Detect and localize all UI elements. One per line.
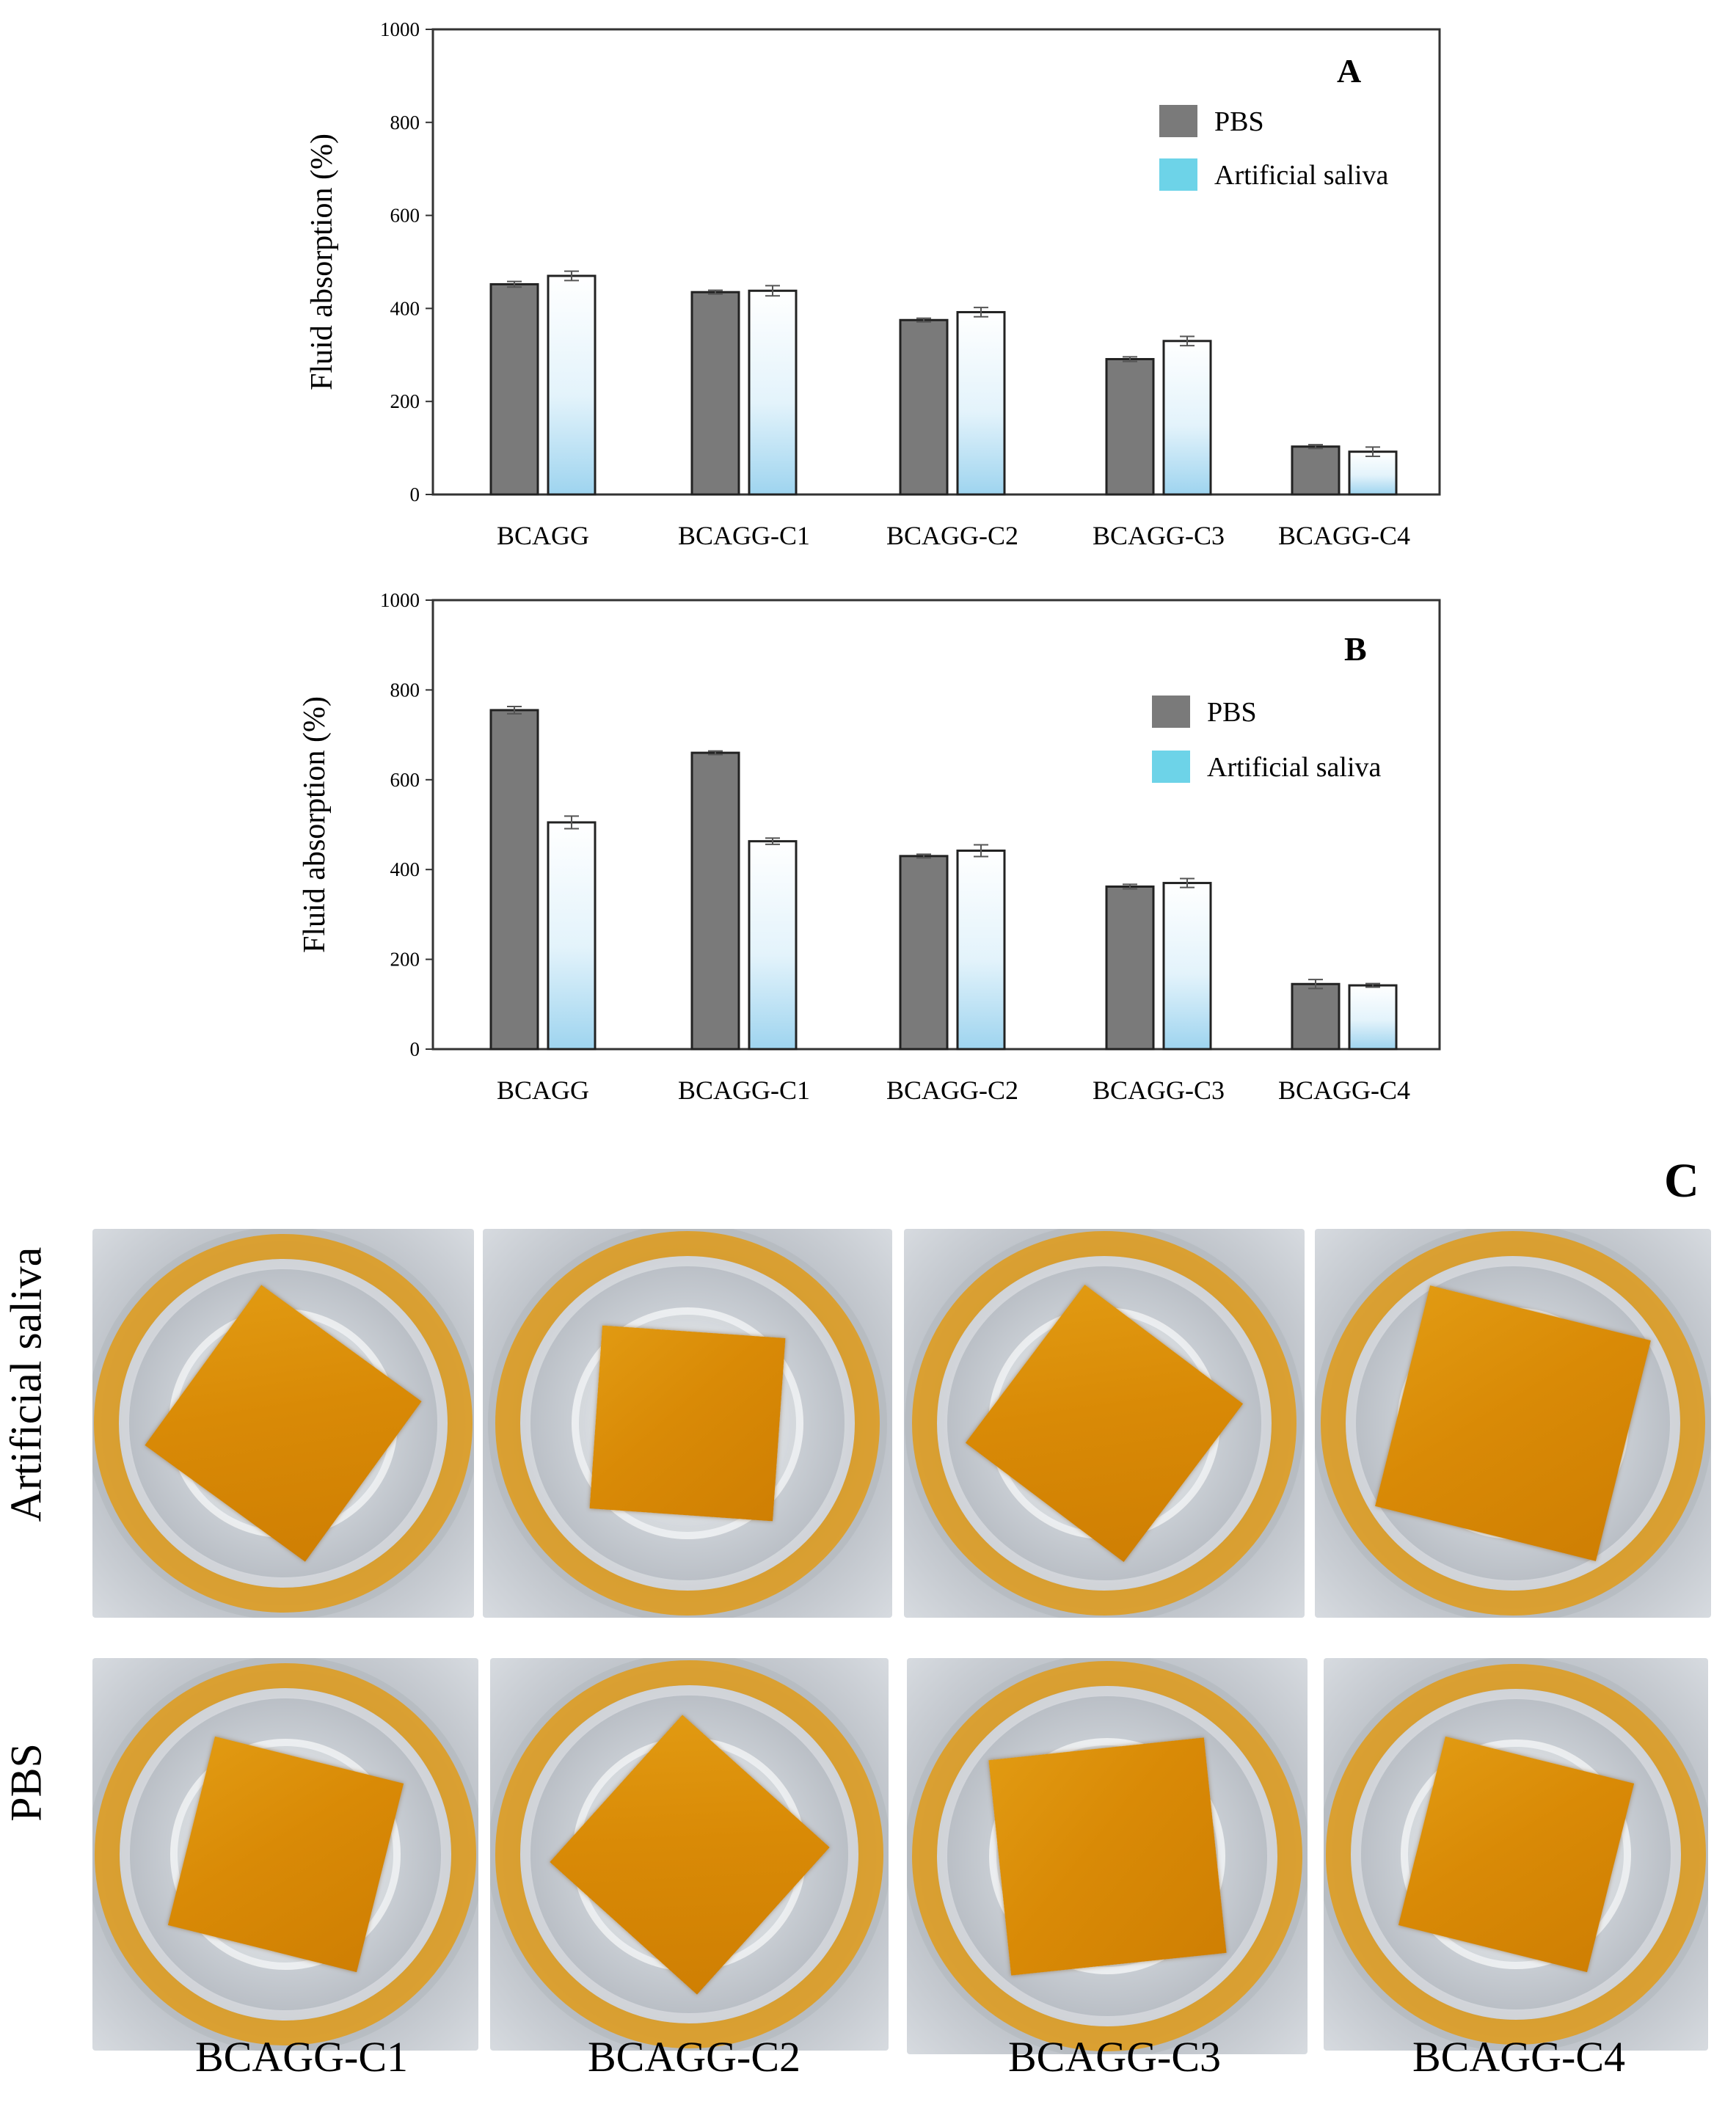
bar-pbs-bcagg-c2 [899,318,949,496]
y-tick-label: 1000 [380,589,420,611]
x-tick-label-bcagg-c1: BCAGG-C1 [678,1076,810,1105]
legend-swatch-artificial-saliva [1159,158,1197,191]
legend: PBS Artificial saliva [1159,105,1389,191]
y-tick-label: 800 [390,112,420,134]
hydrogel-sample [988,1737,1227,1976]
y-tick-label: 400 [390,858,420,880]
well-photo [92,1229,474,1618]
well-photo [490,1658,889,2051]
column-label-bcagg-c1: BCAGG-C1 [194,2033,409,2081]
charts-svg: 0 200 400 600 800 1000 Fluid absorption (%) A BC… [298,18,1441,1105]
bar-artificial-saliva-bcagg-c4 [1348,984,1398,1051]
well-photo [1315,1229,1711,1618]
panel-label: A [1337,52,1361,90]
bar-pbs-bcagg-c1 [690,751,740,1051]
chart-panel-a: 0 200 400 600 800 1000 Fluid absorption (%) A BC… [305,18,1441,550]
y-tick-label: 0 [410,1038,420,1060]
bar-pbs-bcagg-c4 [1291,445,1341,496]
y-tick-label: 600 [390,205,420,227]
bar-pbs-bcagg-c2 [899,855,949,1051]
panel-label: B [1344,630,1367,668]
bar-pbs-bcagg-c1 [690,291,740,496]
column-label-bcagg-c3: BCAGG-C3 [1007,2033,1222,2081]
panel-label-c: C [1664,1154,1699,1208]
legend-label-pbs: PBS [1214,106,1264,137]
column-label-bcagg-c4: BCAGG-C4 [1412,2033,1626,2081]
legend-label-artificial-saliva: Artificial saliva [1207,752,1382,783]
bar-artificial-saliva-bcagg-c1 [748,289,798,496]
well-photo [1324,1658,1708,2051]
y-tick-label: 600 [390,769,420,791]
hydrogel-sample [589,1325,786,1522]
bar-artificial-saliva-bcagg-c3 [1162,340,1212,496]
y-tick-label: 200 [390,949,420,971]
y-tick-label: 400 [390,297,420,319]
legend-swatch-pbs [1152,696,1190,728]
bar-pbs-bcagg [489,709,539,1051]
y-tick-label: 1000 [380,18,420,40]
x-tick-label-bcagg-c1: BCAGG-C1 [678,521,810,550]
bar-artificial-saliva-bcagg-c2 [956,310,1006,496]
legend-label-pbs: PBS [1207,697,1257,728]
y-axis-label: Fluid absorption (%) [298,696,332,953]
y-tick-label: 0 [410,483,420,505]
bar-artificial-saliva-bcagg [547,821,597,1051]
bar-artificial-saliva-bcagg-c4 [1348,450,1398,496]
well-photo [907,1658,1308,2054]
bar-artificial-saliva-bcagg-c1 [748,840,798,1051]
x-tick-label-bcagg: BCAGG [497,1076,589,1105]
x-tick-label-bcagg-c4: BCAGG-C4 [1278,1076,1410,1105]
chart-panel-b: 0 200 400 600 800 1000 Fluid absorption (%) B BC… [298,589,1441,1105]
x-tick-label-bcagg-c3: BCAGG-C3 [1093,521,1225,550]
row-label-pbs: PBS [1,1743,51,1822]
x-tick-label-bcagg-c3: BCAGG-C3 [1093,1076,1225,1105]
x-tick-label-bcagg-c4: BCAGG-C4 [1278,521,1410,550]
x-tick-label-bcagg-c2: BCAGG-C2 [886,1076,1018,1105]
x-tick-label-bcagg-c2: BCAGG-C2 [886,521,1018,550]
bar-pbs-bcagg-c3 [1105,358,1155,496]
legend-label-artificial-saliva: Artificial saliva [1214,160,1389,191]
bar-artificial-saliva-bcagg-c3 [1162,882,1212,1051]
row-label-artificial-saliva: Artificial saliva [1,1246,51,1522]
bar-pbs-bcagg-c3 [1105,885,1155,1051]
y-tick-label: 800 [390,679,420,701]
legend: PBS Artificial saliva [1152,696,1382,783]
well-photo [483,1229,892,1618]
y-axis-label: Fluid absorption (%) [305,134,339,390]
legend-swatch-pbs [1159,105,1197,137]
bar-pbs-bcagg-c4 [1291,982,1341,1051]
bar-artificial-saliva-bcagg-c2 [956,849,1006,1051]
bar-artificial-saliva-bcagg [547,274,597,496]
x-tick-label-bcagg: BCAGG [497,521,589,550]
well-photo [904,1229,1305,1618]
legend-swatch-artificial-saliva [1152,751,1190,783]
well-photo [92,1658,478,2051]
y-tick-label: 200 [390,390,420,412]
bar-pbs-bcagg [489,282,539,496]
column-label-bcagg-c2: BCAGG-C2 [587,2033,801,2081]
